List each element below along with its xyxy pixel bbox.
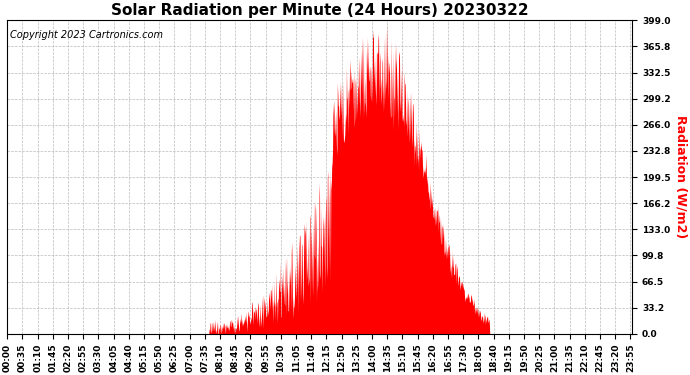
Title: Solar Radiation per Minute (24 Hours) 20230322: Solar Radiation per Minute (24 Hours) 20… <box>111 3 529 18</box>
Y-axis label: Radiation (W/m2): Radiation (W/m2) <box>674 116 687 238</box>
Text: Copyright 2023 Cartronics.com: Copyright 2023 Cartronics.com <box>10 30 164 40</box>
